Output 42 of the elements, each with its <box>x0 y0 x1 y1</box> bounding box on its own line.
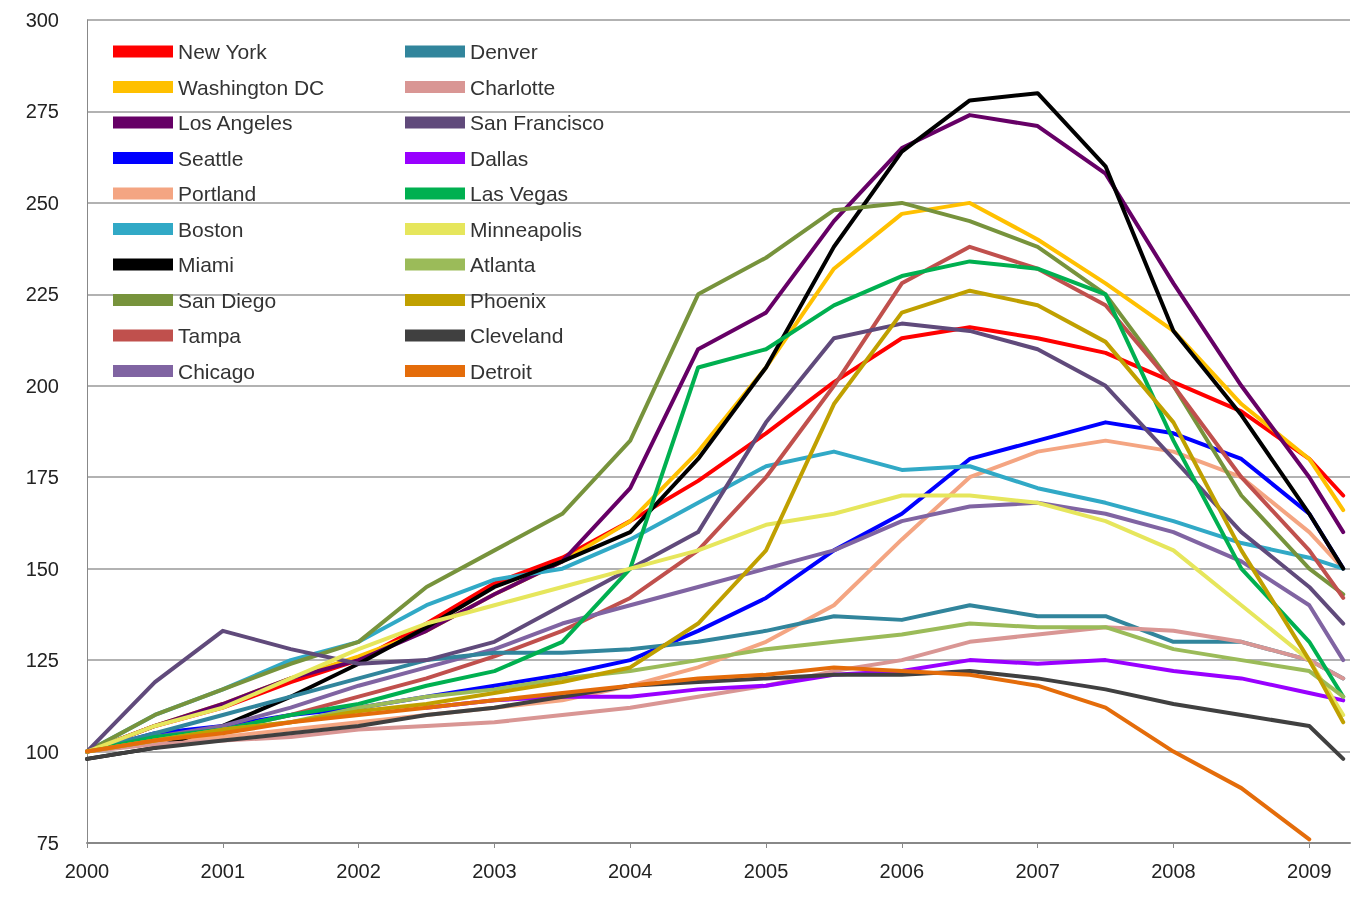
y-tick-label: 175 <box>25 466 59 489</box>
y-tick-label: 225 <box>25 283 59 306</box>
x-tick-label: 2001 <box>200 860 246 882</box>
x-tick-label: 2008 <box>1151 860 1196 882</box>
legend-label: Las Vegas <box>470 182 569 205</box>
legend-label: Denver <box>470 40 538 63</box>
legend-label: Chicago <box>178 359 256 383</box>
legend-label: Minneapolis <box>470 217 583 241</box>
legend-label: New York <box>178 40 268 63</box>
x-tick-label: 2009 <box>1287 860 1332 882</box>
x-tick-label: 2000 <box>64 860 110 882</box>
legend-label: San Francisco <box>470 111 605 134</box>
y-tick-label: 125 <box>25 649 59 672</box>
legend-label: Tampa <box>178 324 242 347</box>
x-tick-label: 2002 <box>336 860 381 882</box>
y-tick-label: 275 <box>25 100 59 123</box>
x-tick-label: 2007 <box>1015 860 1060 882</box>
x-tick-label: 2003 <box>472 860 517 882</box>
legend-label: Detroit <box>470 359 533 383</box>
y-tick-label: 300 <box>25 9 59 31</box>
y-tick-label: 200 <box>25 374 59 397</box>
legend-label: Portland <box>178 182 257 205</box>
legend-label: Atlanta <box>470 253 536 276</box>
y-tick-label: 250 <box>25 191 59 214</box>
legend-label: Dallas <box>470 146 529 170</box>
x-tick-label: 2004 <box>607 860 653 882</box>
legend-label: San Diego <box>178 288 277 312</box>
line-series <box>85 665 1312 842</box>
x-tick-label: 2006 <box>879 860 925 882</box>
y-tick-label: 75 <box>36 832 59 854</box>
legend-label: Phoenix <box>470 288 547 312</box>
line-series <box>85 669 1346 761</box>
y-tick-label: 150 <box>25 557 59 580</box>
legend-label: Los Angeles <box>178 111 293 134</box>
x-tick-label: 2005 <box>743 860 789 882</box>
legend-label: Washington DC <box>178 75 325 99</box>
legend-label: Miami <box>178 253 234 276</box>
y-tick-label: 100 <box>25 740 59 763</box>
legend-label: Boston <box>178 217 244 241</box>
legend-label: Charlotte <box>470 75 556 99</box>
legend-label: Cleveland <box>470 324 564 347</box>
legend-label: Seattle <box>178 146 244 170</box>
